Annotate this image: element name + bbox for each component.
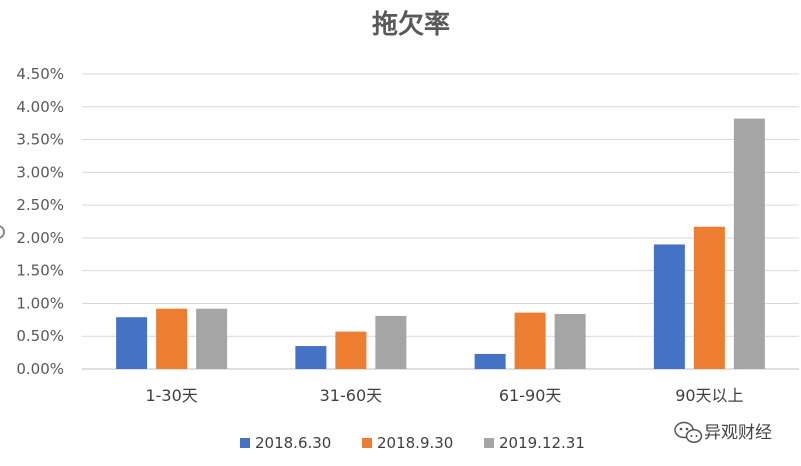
bar (196, 308, 228, 369)
bar (693, 226, 725, 369)
chart-title: 拖欠率 (372, 9, 450, 40)
bars (116, 118, 765, 369)
bar (554, 313, 586, 369)
partial-circle-icon (0, 225, 5, 239)
bar (733, 118, 765, 369)
y-axis-ticks: 0.00% 0.50% 1.00% 1.50% 2.00% 2.50% 3.00% 3.50%… (16, 65, 64, 378)
x-category-label: 1-30天 (145, 386, 197, 405)
x-category-label: 90天以上 (675, 386, 743, 405)
watermark-text: 异观财经 (704, 423, 772, 443)
bar (474, 353, 506, 369)
y-tick-label: 1.00% (16, 294, 64, 312)
y-tick-label: 0.50% (16, 327, 64, 345)
legend-swatch (362, 438, 372, 448)
y-tick-label: 1.50% (16, 262, 64, 280)
x-category-label: 31-60天 (320, 386, 383, 405)
y-tick-label: 2.00% (16, 229, 64, 247)
x-category-label: 61-90天 (499, 386, 562, 405)
legend-label: 2019.12.31 (499, 434, 585, 452)
y-tick-label: 2.50% (16, 196, 64, 214)
legend-swatch (484, 438, 494, 448)
y-tick-label: 4.50% (16, 65, 64, 83)
wechat-icon (674, 421, 703, 443)
bar (295, 346, 327, 369)
bar (514, 312, 546, 369)
y-tick-label: 3.50% (16, 131, 64, 149)
y-tick-label: 4.00% (16, 98, 64, 116)
x-axis-categories: 1-30天 31-60天 61-90天 90天以上 (145, 386, 743, 405)
legend-swatch (240, 438, 250, 448)
y-tick-label: 0.00% (16, 360, 64, 378)
bar (653, 244, 685, 369)
legend: 2018.6.30 2018.9.30 2019.12.31 (240, 434, 585, 452)
watermark: 异观财经 (674, 421, 772, 443)
bar (335, 331, 367, 369)
legend-label: 2018.6.30 (255, 434, 331, 452)
gridlines (82, 73, 799, 370)
legend-label: 2018.9.30 (377, 434, 453, 452)
bar (156, 308, 188, 369)
y-tick-label: 3.00% (16, 163, 64, 181)
bar (116, 317, 148, 369)
bar (375, 315, 407, 369)
